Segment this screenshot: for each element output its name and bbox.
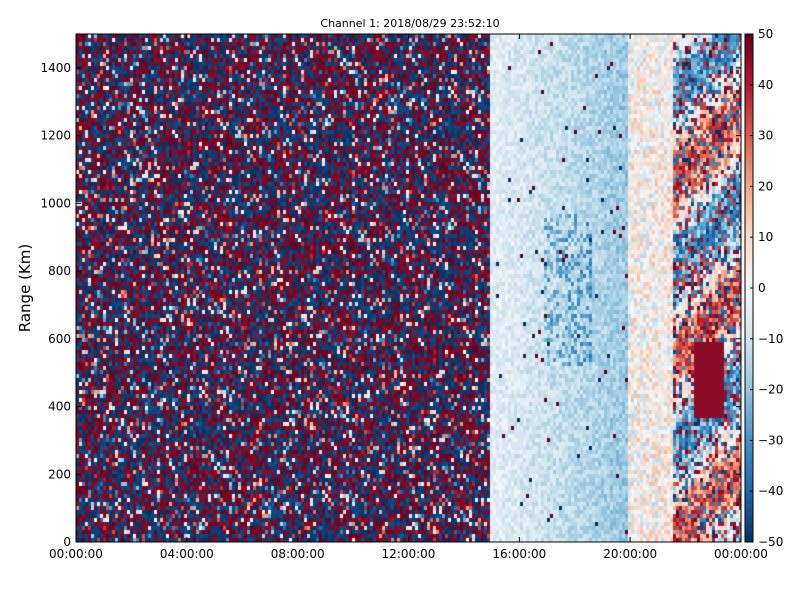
colorbar-tick-label: 10 [758,230,773,244]
y-axis-label: Range (Km) [16,244,34,332]
colorbar-tick-label: 30 [758,129,773,143]
x-tick-label: 00:00:00 [49,547,103,561]
y-tick-label: 0 [63,535,71,549]
heatmap [76,34,741,542]
colorbar-tick-label: 20 [758,179,773,193]
y-tick-label: 200 [48,467,71,481]
y-tick-label: 1200 [40,129,71,143]
colorbar-tick-label: 50 [758,27,773,41]
x-tick-label: 08:00:00 [271,547,325,561]
x-axis: 00:00:00 04:00:00 08:00:00 12:00:00 16:00:00… [49,34,768,561]
colorbar-tick-label: −10 [758,332,783,346]
y-tick-label: 1400 [40,61,71,75]
heatmap-image [76,34,741,542]
x-tick-label: 00:00:00 [714,547,768,561]
colorbar: 50 40 30 20 10 0 −10 −20 −30 −40 −50 [744,27,783,549]
x-tick-label: 04:00:00 [160,547,214,561]
y-tick-label: 600 [48,332,71,346]
x-tick-label: 20:00:00 [603,547,657,561]
colorbar-tick-label: −30 [758,433,783,447]
y-axis: 0 200 400 600 800 1000 1200 1400 [40,61,741,549]
y-tick-label: 1000 [40,196,71,210]
x-tick-label: 12:00:00 [382,547,436,561]
colorbar-tick-label: 40 [758,78,773,92]
colorbar-tick-label: −50 [758,535,783,549]
chart-title: Channel 1: 2018/08/29 23:52:10 [320,17,499,30]
x-tick-label: 16:00:00 [492,547,546,561]
colorbar-tick-label: −40 [758,484,783,498]
y-tick-label: 800 [48,264,71,278]
colorbar-tick-label: 0 [758,281,766,295]
colorbar-tick-label: −20 [758,383,783,397]
y-tick-label: 400 [48,400,71,414]
